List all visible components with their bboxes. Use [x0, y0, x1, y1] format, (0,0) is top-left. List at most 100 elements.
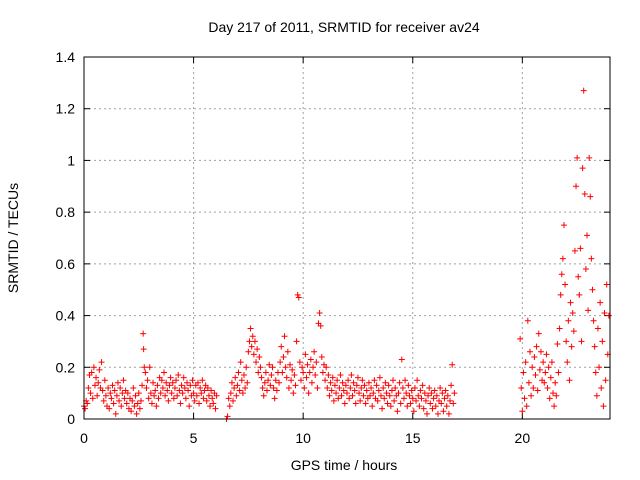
data-point	[143, 384, 150, 391]
data-point	[291, 372, 298, 379]
data-point	[451, 390, 458, 397]
data-point	[212, 405, 219, 412]
data-point	[421, 390, 428, 397]
data-point	[262, 369, 269, 376]
data-point	[174, 392, 181, 399]
data-point	[348, 372, 355, 379]
data-point	[88, 369, 95, 376]
data-point	[288, 377, 295, 384]
data-point	[341, 400, 348, 407]
data-point	[566, 377, 573, 384]
data-point	[136, 405, 143, 412]
data-point	[132, 392, 139, 399]
data-point	[311, 348, 318, 355]
data-point	[153, 403, 160, 410]
data-point	[285, 384, 292, 391]
data-point	[170, 395, 177, 402]
data-point	[329, 374, 336, 381]
data-point	[184, 379, 191, 386]
data-point	[277, 359, 284, 366]
data-point	[303, 374, 310, 381]
data-point	[191, 397, 198, 404]
data-point	[528, 392, 535, 399]
data-point	[581, 191, 588, 198]
data-point	[371, 377, 378, 384]
data-point	[177, 400, 184, 407]
data-point	[333, 390, 340, 397]
data-point	[540, 359, 547, 366]
data-point	[94, 392, 101, 399]
data-point	[244, 379, 251, 386]
chart-title: Day 217 of 2011, SRMTID for receiver av2…	[208, 19, 480, 35]
data-point	[406, 392, 413, 399]
data-point	[419, 382, 426, 389]
data-point	[520, 369, 527, 376]
data-point	[159, 384, 166, 391]
y-tick-label: 0.4	[56, 308, 76, 324]
data-point	[145, 395, 152, 402]
data-point	[189, 377, 196, 384]
data-point	[327, 379, 334, 386]
data-point	[350, 379, 357, 386]
data-point	[178, 382, 185, 389]
data-point	[558, 271, 565, 278]
data-point	[319, 369, 326, 376]
data-point	[117, 384, 124, 391]
data-point	[141, 364, 148, 371]
data-point	[224, 413, 231, 420]
data-point	[339, 379, 346, 386]
data-point	[324, 384, 331, 391]
data-point	[531, 353, 538, 360]
data-point	[119, 390, 126, 397]
data-point	[449, 361, 456, 368]
data-point	[365, 379, 372, 386]
data-point	[522, 359, 529, 366]
data-point	[600, 403, 607, 410]
data-point	[281, 333, 288, 340]
data-point	[383, 390, 390, 397]
data-point	[381, 395, 388, 402]
data-point	[586, 154, 593, 161]
data-point	[85, 384, 92, 391]
data-point	[310, 364, 317, 371]
data-point	[278, 343, 285, 350]
data-point	[596, 364, 603, 371]
data-point	[208, 387, 215, 394]
data-point	[166, 382, 173, 389]
data-point	[340, 387, 347, 394]
data-point	[111, 387, 118, 394]
data-point	[254, 346, 261, 353]
data-point	[567, 299, 574, 306]
data-point	[367, 392, 374, 399]
data-point	[580, 87, 587, 94]
data-point	[555, 369, 562, 376]
data-point	[93, 374, 100, 381]
data-point	[210, 400, 217, 407]
data-point	[556, 325, 563, 332]
data-point	[250, 351, 257, 358]
data-point	[425, 392, 432, 399]
data-point	[284, 348, 291, 355]
x-tick-label: 15	[405, 430, 421, 446]
data-point	[124, 390, 131, 397]
data-point	[551, 403, 558, 410]
data-point	[228, 379, 235, 386]
data-point	[158, 377, 165, 384]
data-point	[276, 379, 283, 386]
data-point	[351, 387, 358, 394]
data-point	[175, 372, 182, 379]
data-point	[273, 387, 280, 394]
data-point	[246, 338, 253, 345]
data-point	[527, 348, 534, 355]
data-point	[139, 382, 146, 389]
data-point	[448, 382, 455, 389]
data-point	[95, 379, 102, 386]
x-axis-label: GPS time / hours	[291, 457, 398, 473]
data-point	[525, 379, 532, 386]
data-point	[577, 245, 584, 252]
data-point	[135, 390, 142, 397]
data-point	[518, 384, 525, 391]
data-point	[443, 403, 450, 410]
data-point	[404, 403, 411, 410]
